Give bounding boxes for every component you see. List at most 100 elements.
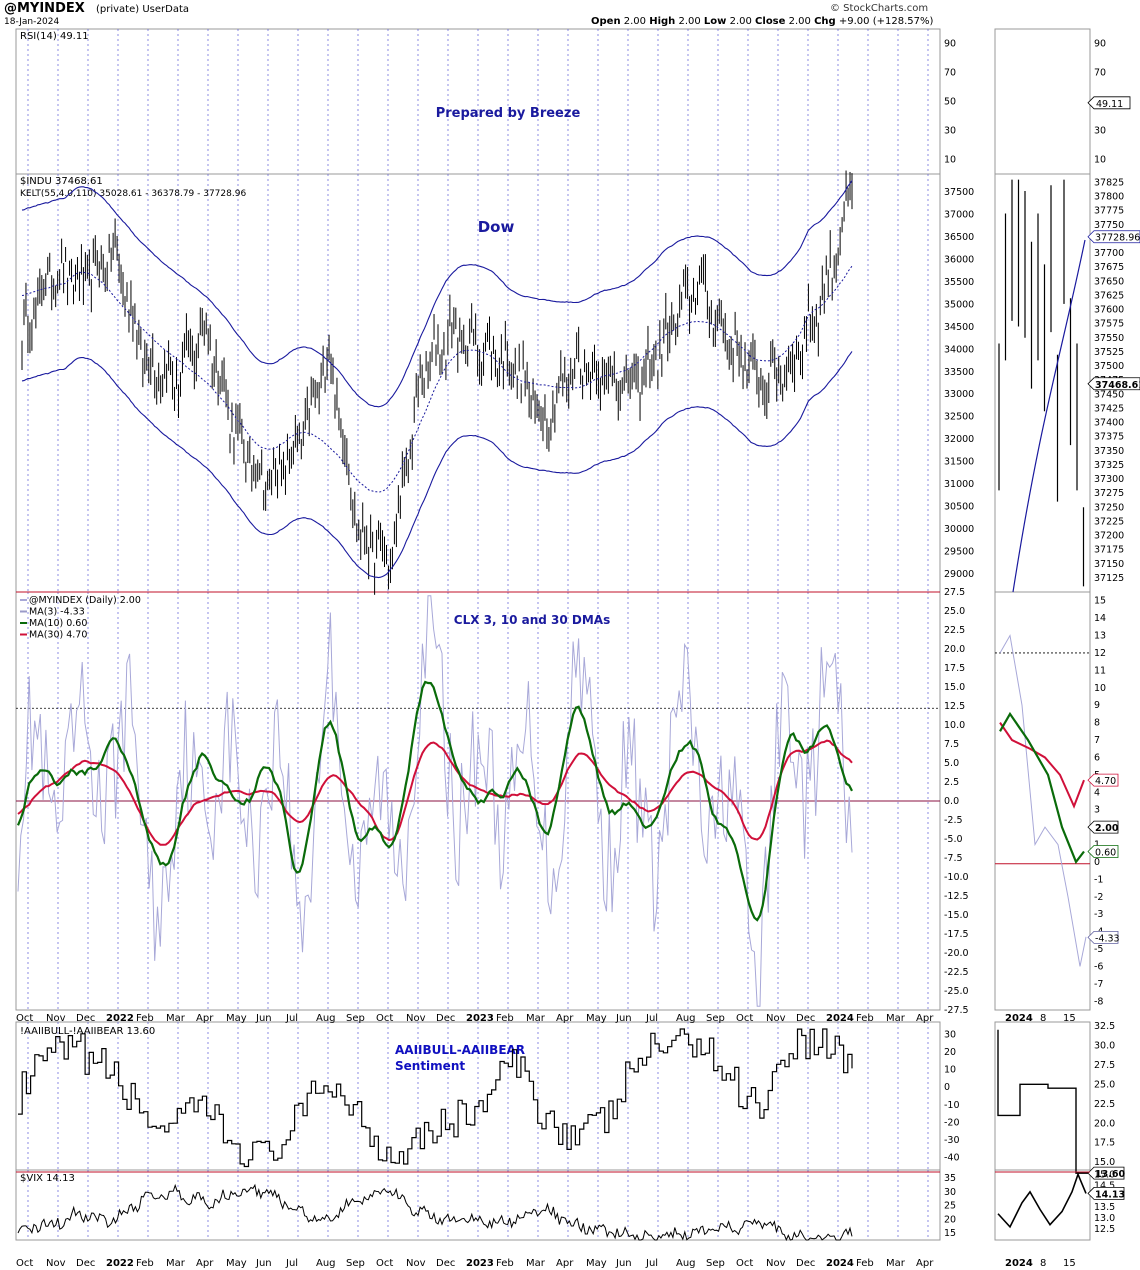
y-tick-label-clx: -25.0 [944,986,969,997]
x-tick-label-b: Feb [136,1258,154,1269]
y-tick-label-clx: -15.0 [944,910,969,921]
y-tick-label-clx: 20.0 [944,644,965,655]
y-tick-label-dow: 37125 [1094,573,1124,584]
rsi-value-tag [1087,96,1131,110]
y-tick-label-dow: 33500 [944,367,974,378]
y-tick-label-dow: 37450 [1094,389,1124,400]
y-tick-label-clx: 1 [1094,840,1100,851]
y-tick-label-dow: 36000 [944,254,974,265]
ohlc-readout: Open 2.00 High 2.00 Low 2.00 Close 2.00 … [591,16,933,27]
x-tick-label-b: Mar [166,1258,186,1269]
y-tick-label-clx: 6 [1094,752,1100,763]
clx-ma10-tag-label: 0.60 [1095,848,1116,859]
y-tick-label-aaii: 32.5 [1094,1021,1115,1032]
x-tick-label-b: 2024 [826,1258,854,1269]
zoom-x-tick-label-b: 8 [1040,1258,1046,1269]
clx-panel-title: CLX 3, 10 and 30 DMAs [454,613,610,627]
y-tick-label-clx: -17.5 [944,929,969,940]
y-tick-label-dow: 36500 [944,232,974,243]
y-tick-label-rsi: 70 [1094,68,1106,79]
y-tick-label-clx: 10 [1094,683,1106,694]
y-tick-label-dow: 37250 [1094,502,1124,513]
y-tick-label-dow: 37000 [944,209,974,220]
y-tick-label-clx: 11 [1094,665,1106,676]
y-tick-label-dow: 34000 [944,344,974,355]
y-tick-label-dow: 31000 [944,479,974,490]
dow-value-tag [1087,230,1140,244]
x-tick-label-b: Feb [856,1258,874,1269]
aaii-line [18,1028,853,1168]
aaii-title-line1: AAIIBULL-AAIIBEAR [395,1043,525,1057]
clx-ma10-line [16,680,853,922]
chg-label: Chg [814,16,836,27]
x-tick-label-b: Oct [376,1258,393,1269]
x-tick-label-b: Sep [706,1258,725,1269]
y-tick-label-vix: 25 [944,1201,956,1212]
y-tick-label-clx: -5 [1094,944,1103,955]
x-tick-label-a: Jun [615,1013,632,1024]
x-tick-label-b: Jul [285,1258,298,1269]
keltner-middle-line [21,265,853,493]
zoom-x-tick-label-a: 2024 [1005,1013,1033,1024]
low-label: Low [703,16,727,27]
x-tick-label-b: Feb [496,1258,514,1269]
y-tick-label-dow: 37575 [1094,319,1124,330]
y-tick-label-dow: 37675 [1094,262,1124,273]
zoom-frame-vix [994,1169,1091,1241]
x-tick-label-b: Aug [676,1258,696,1269]
vix-line [17,1183,853,1242]
y-tick-label-clx: -27.5 [944,1005,969,1016]
y-tick-label-clx: -12.5 [944,891,969,902]
dow-value-tag-label: 37468.61 [1095,380,1140,391]
zoom-x-tick-label-a: 15 [1063,1013,1076,1024]
y-tick-label-clx: 7 [1094,735,1100,746]
y-tick-label-clx: 27.5 [944,587,965,598]
dow-value-tag-label: 37728.96 [1095,233,1140,244]
y-tick-label-aaii: -40 [944,1153,960,1164]
clx-value-tag [1087,820,1119,834]
x-tick-label-b: Dec [76,1258,95,1269]
clx-raw-line [17,595,853,1007]
y-tick-label-aaii: 20 [944,1047,956,1058]
y-tick-label-aaii: 25.0 [1094,1079,1115,1090]
clx-ma3-tag-label: -4.33 [1095,933,1120,944]
open-value: 2.00 [623,16,647,27]
x-tick-label-a: Feb [496,1013,514,1024]
x-tick-label-b: Jul [645,1258,658,1269]
x-tick-label-a: Sep [706,1013,725,1024]
clx-legend-entry: MA(30) 4.70 [29,630,87,641]
clx-legend-entry: MA(10) 0.60 [29,618,87,629]
y-tick-label-dow: 37650 [1094,276,1124,287]
y-tick-label-vix: 15.0 [1094,1169,1115,1180]
y-tick-label-clx: -7.5 [944,853,963,864]
x-tick-label-a: Feb [136,1013,154,1024]
x-tick-label-b: Oct [16,1258,33,1269]
clx-value-tag [1087,845,1119,858]
x-tick-label-a: Nov [406,1013,426,1024]
x-tick-label-a: May [586,1013,607,1024]
y-tick-label-dow: 37825 [1094,177,1124,188]
y-tick-label-clx: 10.0 [944,720,965,731]
y-tick-label-dow: 32000 [944,434,974,445]
y-tick-label-clx: 2.5 [944,777,959,788]
x-tick-label-b: Nov [46,1258,66,1269]
y-tick-label-clx: -2.5 [944,815,963,826]
y-tick-label-rsi: 30 [944,126,956,137]
vix-value-tag-label: 14.13 [1095,1189,1125,1200]
y-tick-label-dow: 37700 [1094,248,1124,259]
y-tick-label-vix: 30 [944,1187,956,1198]
x-tick-label-b: Apr [196,1258,214,1269]
y-tick-label-dow: 37550 [1094,333,1124,344]
y-tick-label-dow: 37275 [1094,488,1124,499]
y-tick-label-dow: 37225 [1094,516,1124,527]
y-tick-label-dow: 34500 [944,322,974,333]
y-tick-label-dow: 37325 [1094,460,1124,471]
y-tick-label-clx: 7.5 [944,739,959,750]
aaii-value-tag [1087,1166,1125,1180]
x-tick-label-b: 2022 [106,1258,134,1269]
y-tick-label-clx: -8 [1094,996,1103,1007]
y-tick-label-dow: 37525 [1094,347,1124,358]
x-tick-label-b: Dec [796,1258,815,1269]
x-tick-label-a: Apr [916,1013,934,1024]
